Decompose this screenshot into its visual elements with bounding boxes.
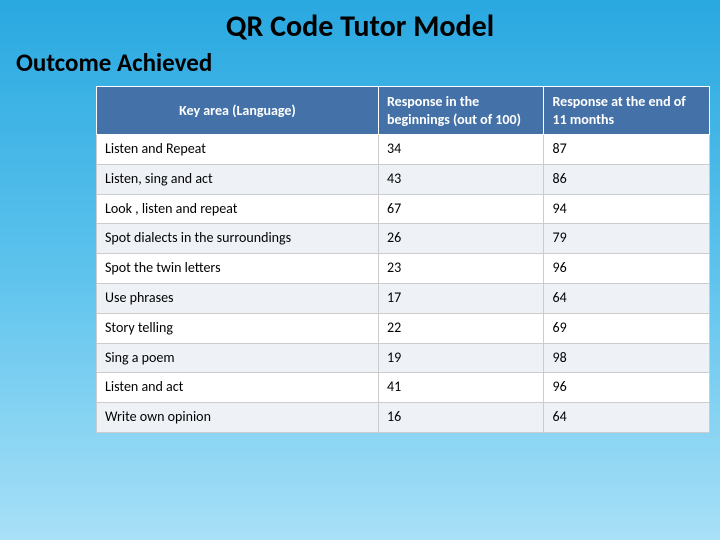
cell-key-area: Sing a poem: [97, 343, 379, 373]
cell-end: 98: [544, 343, 710, 373]
table-container: Key area (Language) Response in the begi…: [0, 86, 720, 433]
table-row: Spot the twin letters 23 96: [97, 254, 710, 284]
table-row: Listen, sing and act 43 86: [97, 164, 710, 194]
column-header-key-area: Key area (Language): [97, 87, 379, 135]
cell-beginning: 41: [378, 373, 544, 403]
cell-beginning: 22: [378, 313, 544, 343]
table-row: Listen and Repeat 34 87: [97, 135, 710, 165]
cell-beginning: 67: [378, 194, 544, 224]
cell-end: 94: [544, 194, 710, 224]
outcome-table: Key area (Language) Response in the begi…: [96, 86, 710, 433]
cell-key-area: Use phrases: [97, 283, 379, 313]
slide-title: QR Code Tutor Model: [0, 8, 720, 45]
slide: QR Code Tutor Model Outcome Achieved Key…: [0, 0, 720, 540]
cell-key-area: Spot the twin letters: [97, 254, 379, 284]
cell-end: 96: [544, 373, 710, 403]
table-row: Sing a poem 19 98: [97, 343, 710, 373]
cell-key-area: Look , listen and repeat: [97, 194, 379, 224]
cell-beginning: 34: [378, 135, 544, 165]
cell-end: 69: [544, 313, 710, 343]
cell-end: 86: [544, 164, 710, 194]
cell-end: 64: [544, 283, 710, 313]
table-header-row: Key area (Language) Response in the begi…: [97, 87, 710, 135]
table-row: Listen and act 41 96: [97, 373, 710, 403]
cell-key-area: Spot dialects in the surroundings: [97, 224, 379, 254]
table-row: Spot dialects in the surroundings 26 79: [97, 224, 710, 254]
slide-subtitle: Outcome Achieved: [0, 47, 720, 78]
cell-key-area: Write own opinion: [97, 403, 379, 433]
cell-key-area: Listen, sing and act: [97, 164, 379, 194]
cell-end: 79: [544, 224, 710, 254]
column-header-beginning: Response in the beginnings (out of 100): [378, 87, 544, 135]
table-row: Story telling 22 69: [97, 313, 710, 343]
cell-key-area: Story telling: [97, 313, 379, 343]
cell-key-area: Listen and Repeat: [97, 135, 379, 165]
cell-end: 64: [544, 403, 710, 433]
cell-beginning: 16: [378, 403, 544, 433]
table-row: Look , listen and repeat 67 94: [97, 194, 710, 224]
cell-end: 96: [544, 254, 710, 284]
cell-end: 87: [544, 135, 710, 165]
cell-beginning: 19: [378, 343, 544, 373]
table-row: Use phrases 17 64: [97, 283, 710, 313]
column-header-end: Response at the end of 11 months: [544, 87, 710, 135]
table-row: Write own opinion 16 64: [97, 403, 710, 433]
cell-beginning: 26: [378, 224, 544, 254]
cell-beginning: 23: [378, 254, 544, 284]
cell-beginning: 17: [378, 283, 544, 313]
cell-key-area: Listen and act: [97, 373, 379, 403]
cell-beginning: 43: [378, 164, 544, 194]
